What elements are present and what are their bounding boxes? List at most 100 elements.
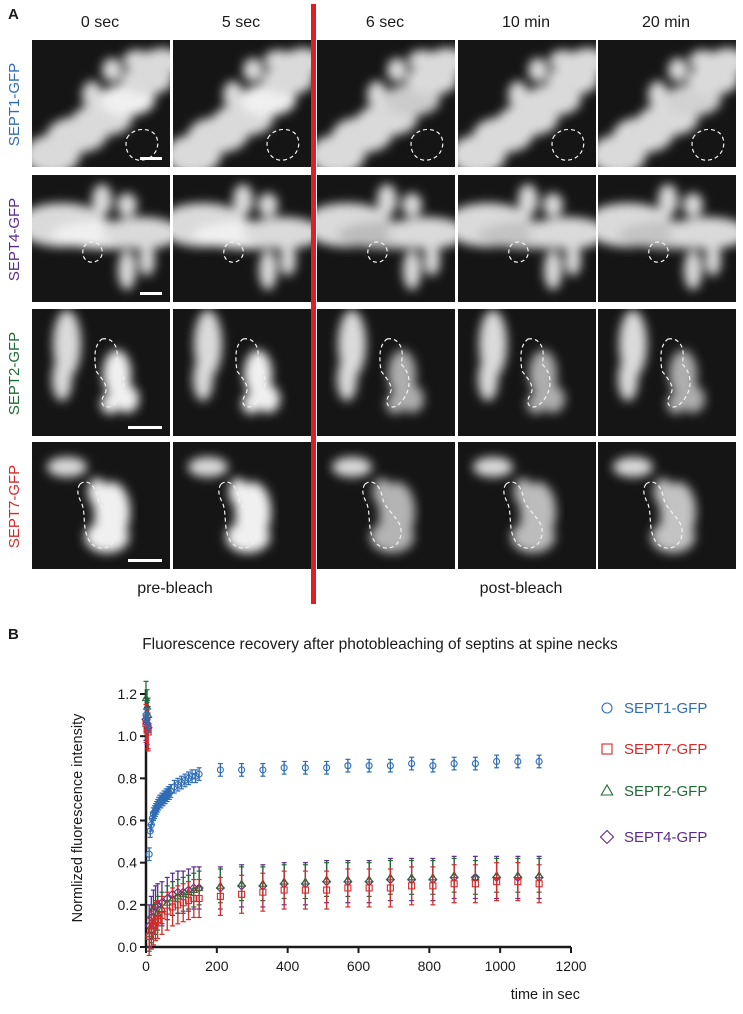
- micrograph-sept4-t3: [458, 175, 596, 302]
- legend-label: SEPT2-GFP: [624, 783, 707, 800]
- micrograph-sept2-t4: [598, 309, 736, 436]
- y-tick-label: 1.0: [118, 728, 138, 744]
- data-point: [144, 722, 152, 730]
- data-point: [141, 693, 151, 702]
- data-point: [280, 764, 288, 772]
- legend-marker: [601, 702, 613, 714]
- micrograph-sept4-t4: [598, 175, 736, 302]
- y-axis-title: Normlized fluorescence intensity: [70, 713, 86, 922]
- micrograph-sept7-t2: [317, 442, 455, 569]
- data-point: [408, 882, 416, 890]
- scale-bar: [140, 157, 162, 160]
- bleach-roi-outline: [648, 241, 669, 263]
- row-label-sept2-text: SEPT2-GFP: [6, 331, 24, 415]
- y-tick-label: 0.8: [118, 770, 138, 786]
- series-sept1-gfp: [142, 708, 543, 862]
- data-point: [145, 850, 153, 858]
- row-label-sept1: SEPT1-GFP: [4, 40, 26, 168]
- data-point: [280, 886, 288, 894]
- micrograph-sept2-t1: [173, 309, 311, 436]
- legend-marker: [600, 783, 614, 796]
- x-tick-label: 1200: [555, 958, 586, 974]
- micrograph-sept2-t2: [317, 309, 455, 436]
- data-point: [429, 762, 437, 770]
- data-point: [174, 901, 182, 909]
- data-point: [154, 916, 162, 924]
- bleach-roi-outline: [223, 241, 244, 263]
- data-point: [179, 899, 187, 907]
- data-point: [143, 726, 151, 734]
- panel-b-letter: B: [8, 626, 19, 643]
- legend-marker: [599, 829, 615, 845]
- bleach-roi-outline: [503, 481, 543, 549]
- data-point: [323, 764, 331, 772]
- data-point: [323, 886, 331, 894]
- scale-bar: [140, 292, 162, 295]
- data-point: [163, 907, 171, 915]
- legend-marker: [601, 743, 613, 755]
- column-header-4: 20 min: [641, 14, 691, 31]
- micrograph-sept1-t3: [458, 40, 596, 167]
- chart-points: [141, 680, 544, 957]
- data-point: [429, 882, 437, 890]
- y-tick-label: 0.4: [118, 855, 138, 871]
- bleach-roi-outline: [218, 481, 258, 549]
- column-header-0: 0 sec: [80, 14, 120, 31]
- data-point: [259, 766, 267, 774]
- data-point: [259, 888, 267, 896]
- row-label-sept4-text: SEPT4-GFP: [6, 197, 24, 281]
- micrograph-sept2-t0: [32, 309, 170, 436]
- chart-axes: 0.0 0.2 0.4 0.6 0.8 1.0 1.2 0 200 400 600 800 1000 12…: [118, 686, 587, 974]
- legend-label: SEPT1-GFP: [624, 700, 707, 717]
- bleach-roi-outline: [266, 128, 300, 161]
- series-sept7-gfp: [142, 703, 543, 957]
- micrograph-sept4-t2: [317, 175, 455, 302]
- data-point: [386, 884, 394, 892]
- bleach-roi-outline: [551, 128, 585, 161]
- bleach-roi-outline: [82, 241, 103, 263]
- data-point: [216, 892, 224, 900]
- bleach-roi-outline: [643, 481, 683, 549]
- panel-a-letter: A: [8, 6, 19, 23]
- data-point: [238, 766, 246, 774]
- y-tick-label: 0.6: [118, 813, 138, 829]
- data-point: [238, 890, 246, 898]
- data-point: [471, 760, 479, 768]
- data-point: [147, 926, 155, 934]
- legend-entry-sept4-gfp: SEPT4-GFP: [599, 829, 707, 846]
- column-header-3: 10 min: [501, 14, 551, 31]
- legend-entry-sept2-gfp: SEPT2-GFP: [600, 783, 707, 800]
- post-bleach-label: post-bleach: [479, 580, 563, 597]
- data-point: [301, 764, 309, 772]
- micrograph-sept2-t3: [458, 309, 596, 436]
- data-point: [535, 880, 543, 888]
- data-point: [195, 770, 203, 778]
- bleach-roi-outline: [520, 338, 551, 408]
- data-point: [493, 878, 501, 886]
- bleach-roi-outline: [410, 128, 444, 161]
- y-tick-label: 1.2: [118, 686, 138, 702]
- data-point: [344, 762, 352, 770]
- bleach-roi-outline: [691, 128, 725, 161]
- bleach-roi-outline: [367, 241, 388, 263]
- pre-bleach-label: pre-bleach: [137, 580, 213, 597]
- data-point: [450, 880, 458, 888]
- micrograph-sept4-t1: [173, 175, 311, 302]
- frap-chart: 0.0 0.2 0.4 0.6 0.8 1.0 1.2 0 200 400 600 800 1000 12…: [70, 680, 707, 1003]
- data-point: [216, 766, 224, 774]
- micrograph-sept7-t1: [173, 442, 311, 569]
- data-point: [169, 903, 177, 911]
- row-label-sept7-text: SEPT7-GFP: [6, 464, 24, 548]
- bleach-roi-outline: [660, 338, 691, 408]
- x-tick-label: 0: [142, 958, 150, 974]
- data-point: [514, 878, 522, 886]
- data-point: [301, 886, 309, 894]
- data-point: [184, 897, 193, 905]
- data-point: [471, 880, 479, 888]
- micrograph-sept1-t2: [317, 40, 455, 167]
- x-tick-label: 800: [418, 958, 442, 974]
- series-sept4-gfp: [141, 697, 544, 948]
- micrograph-sept7-t0: [32, 442, 170, 569]
- micrograph-sept7-t3: [458, 442, 596, 569]
- data-point: [450, 760, 458, 768]
